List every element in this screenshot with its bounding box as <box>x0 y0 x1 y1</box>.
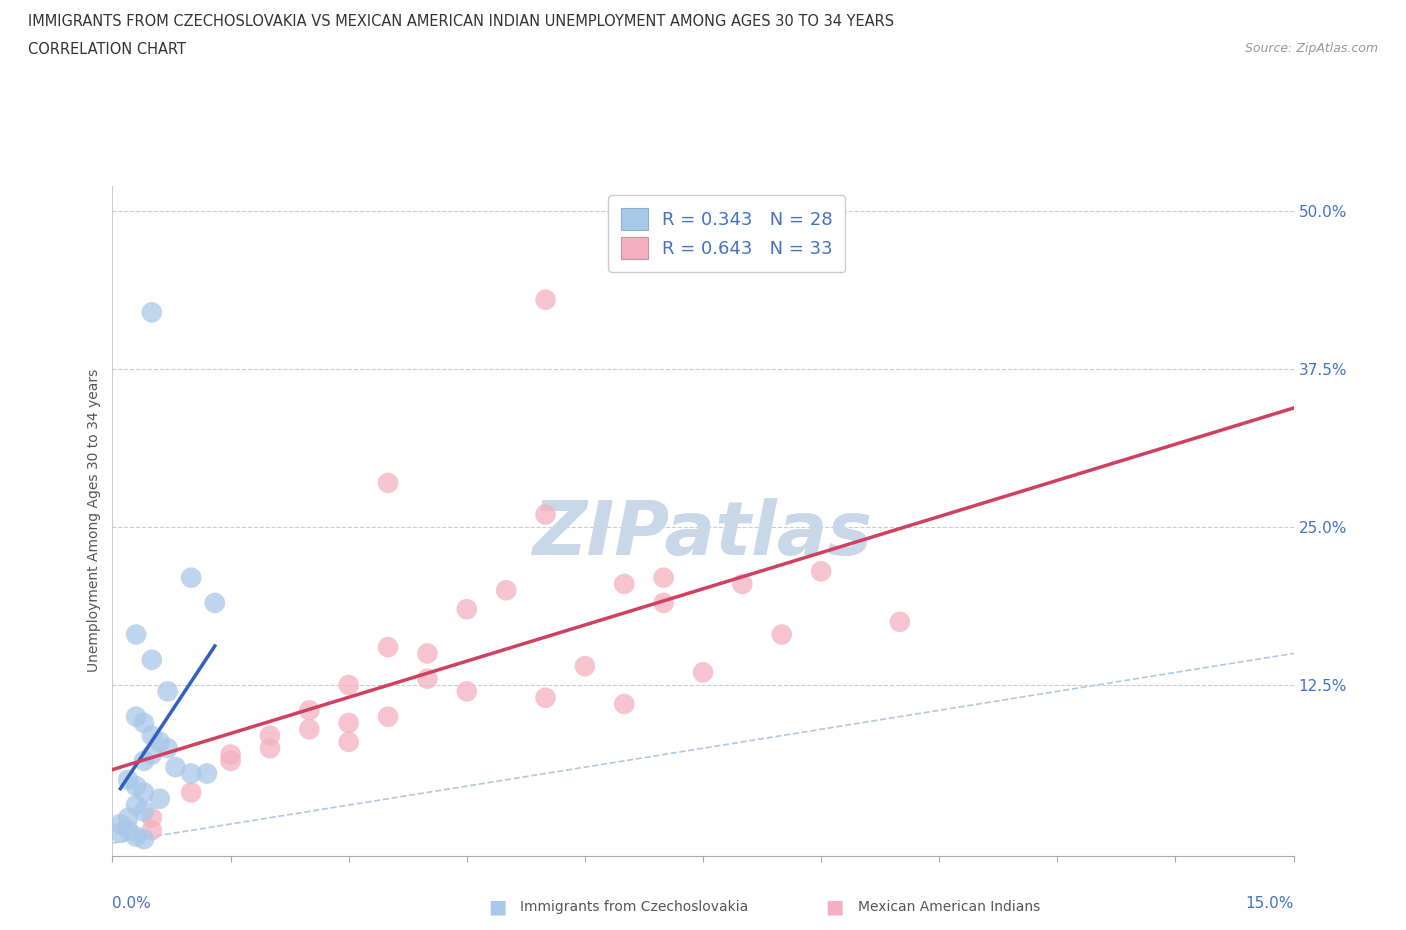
Point <box>180 766 202 781</box>
Text: 15.0%: 15.0% <box>1246 896 1294 910</box>
Point <box>204 595 226 610</box>
Point <box>456 602 478 617</box>
Point <box>298 722 321 737</box>
Point <box>180 785 202 800</box>
Point <box>156 684 179 698</box>
Point <box>574 658 596 673</box>
Legend: R = 0.343   N = 28, R = 0.643   N = 33: R = 0.343 N = 28, R = 0.643 N = 33 <box>607 195 845 272</box>
Point <box>141 747 163 762</box>
Point <box>180 570 202 585</box>
Point <box>731 577 754 591</box>
Text: ZIPatlas: ZIPatlas <box>533 498 873 571</box>
Text: IMMIGRANTS FROM CZECHOSLOVAKIA VS MEXICAN AMERICAN INDIAN UNEMPLOYMENT AMONG AGE: IMMIGRANTS FROM CZECHOSLOVAKIA VS MEXICA… <box>28 14 894 29</box>
Point <box>132 785 155 800</box>
Point <box>337 715 360 730</box>
Point <box>219 753 242 768</box>
Text: ■: ■ <box>488 897 506 916</box>
Point <box>652 570 675 585</box>
Point <box>117 810 139 825</box>
Point <box>770 627 793 642</box>
Text: Immigrants from Czechoslovakia: Immigrants from Czechoslovakia <box>520 899 748 914</box>
Point <box>141 823 163 838</box>
Point <box>117 772 139 787</box>
Point <box>125 627 148 642</box>
Point <box>132 753 155 768</box>
Point <box>613 697 636 711</box>
Point <box>141 810 163 825</box>
Point <box>692 665 714 680</box>
Point <box>125 798 148 813</box>
Point <box>377 640 399 655</box>
Point <box>132 715 155 730</box>
Point <box>456 684 478 698</box>
Point <box>810 564 832 578</box>
Point <box>377 710 399 724</box>
Point <box>156 741 179 756</box>
Point <box>125 778 148 793</box>
Point <box>259 741 281 756</box>
Point <box>889 615 911 630</box>
Point <box>149 735 172 750</box>
Point <box>259 728 281 743</box>
Point <box>125 710 148 724</box>
Point <box>132 831 155 846</box>
Point <box>337 735 360 750</box>
Point <box>117 823 139 838</box>
Point <box>125 830 148 844</box>
Point <box>534 690 557 705</box>
Text: ■: ■ <box>825 897 844 916</box>
Point <box>377 475 399 490</box>
Text: CORRELATION CHART: CORRELATION CHART <box>28 42 186 57</box>
Point <box>132 804 155 818</box>
Point <box>534 292 557 307</box>
Point <box>298 703 321 718</box>
Point <box>141 305 163 320</box>
Y-axis label: Unemployment Among Ages 30 to 34 years: Unemployment Among Ages 30 to 34 years <box>87 369 101 672</box>
Point <box>110 826 132 841</box>
Point <box>337 678 360 693</box>
Point <box>652 595 675 610</box>
Point <box>219 747 242 762</box>
Point <box>416 671 439 686</box>
Text: Source: ZipAtlas.com: Source: ZipAtlas.com <box>1244 42 1378 55</box>
Point <box>416 646 439 661</box>
Point <box>613 577 636 591</box>
Point <box>149 791 172 806</box>
Point <box>534 507 557 522</box>
Point <box>141 728 163 743</box>
Point <box>195 766 218 781</box>
Point <box>495 583 517 598</box>
Text: 0.0%: 0.0% <box>112 896 152 910</box>
Text: Mexican American Indians: Mexican American Indians <box>858 899 1040 914</box>
Point <box>110 817 132 831</box>
Point <box>141 652 163 667</box>
Point <box>165 760 187 775</box>
